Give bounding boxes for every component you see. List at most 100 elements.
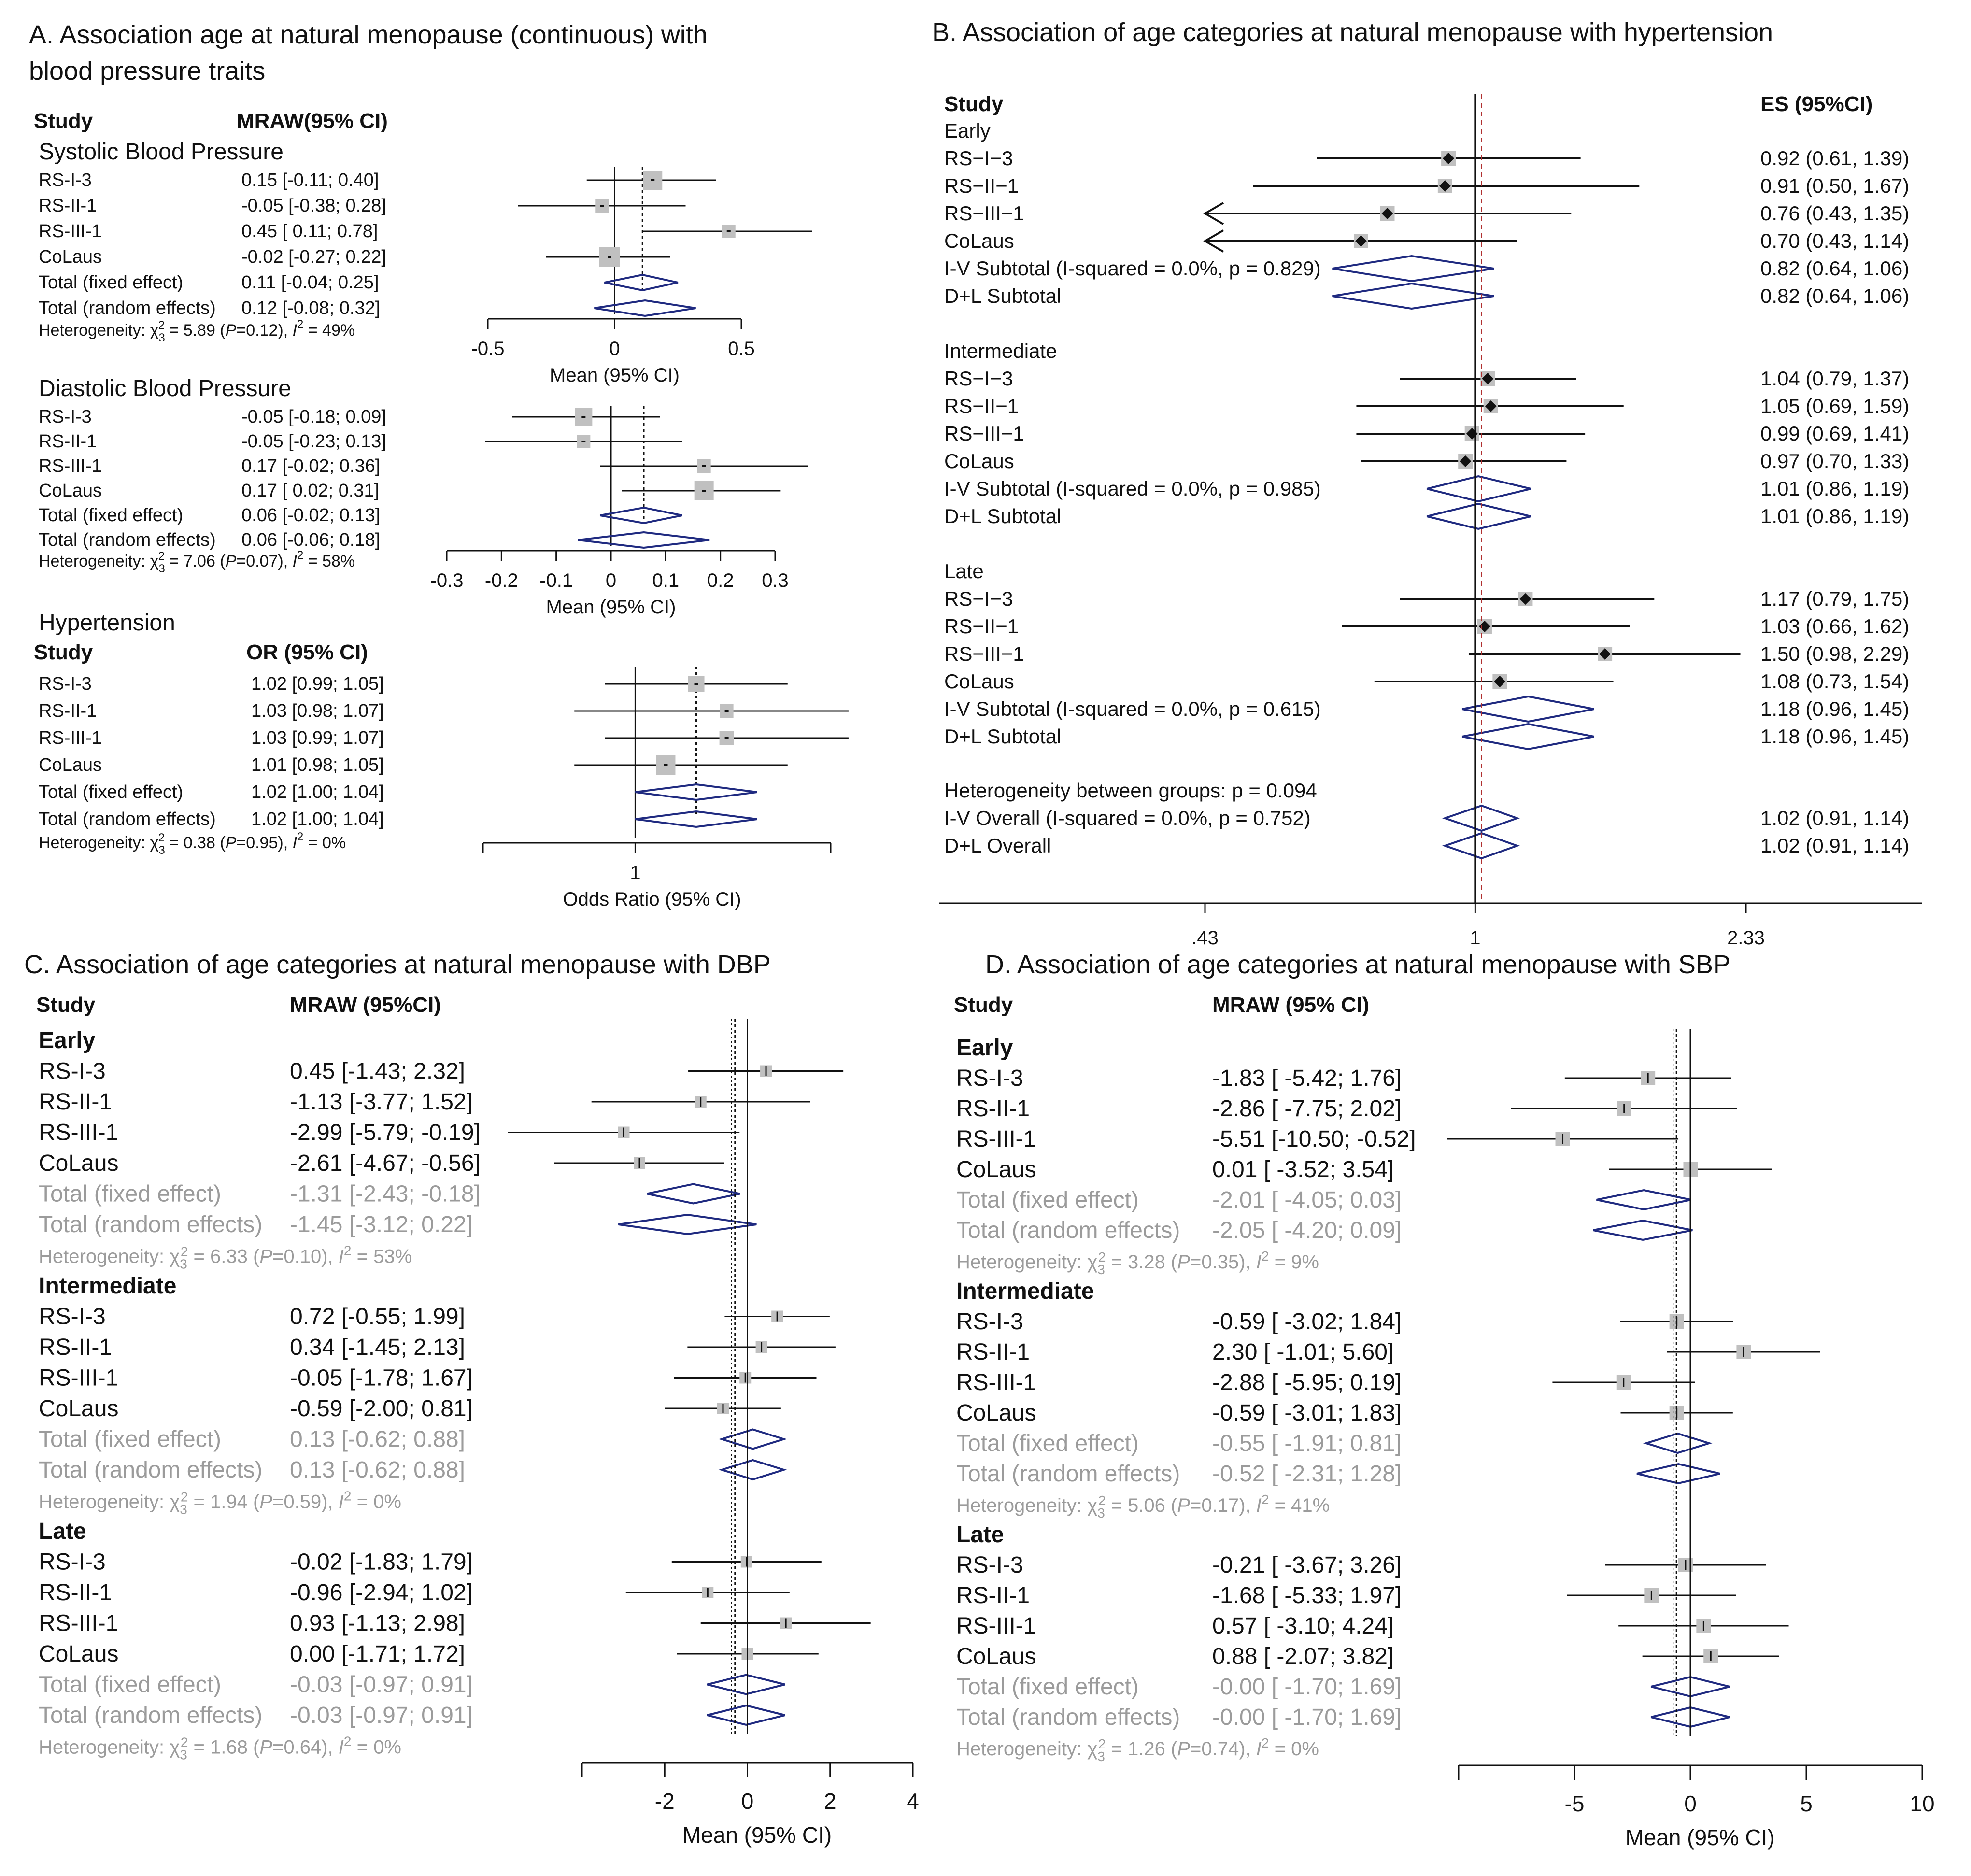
panel-a-row-label: Total (fixed effect) [39,782,183,802]
panel-d-row-label: CoLaus [956,1644,1036,1669]
het-part: 3 [1097,1506,1105,1521]
panel-b-subtotal-label: D+L Subtotal [944,725,1061,748]
het-part: = 0.38 [165,834,220,852]
x-tick-label: -0.2 [485,570,518,591]
overall-diamond [1442,804,1520,832]
panel-b-row-label: RS−III−1 [944,642,1024,665]
arrow-left [1203,202,1224,225]
panel-a-row-label: RS-I-3 [39,674,92,694]
point-mark [1494,676,1506,687]
x-tick-label: 0.5 [728,338,755,359]
panel-c-row-label: RS-I-3 [39,1304,106,1330]
pooled-diamond [618,1213,757,1236]
panel-b-subtotal-value: 1.18 (0.96, 1.45) [1760,697,1909,720]
panel-a-row-label: Total (random effects) [39,530,216,550]
het-part: I [339,1492,344,1513]
panel-b-subtotal-value: 0.82 (0.64, 1.06) [1760,257,1909,280]
panel-a-row-label: RS-II-1 [39,431,97,452]
panel-d-row-label: RS-I-3 [956,1309,1023,1335]
panel-a-heterogeneity: Heterogeneity: χ32 = 0.38 (P=0.95), I2 =… [39,830,346,857]
panel-d-row-label: RS-I-3 [956,1066,1023,1091]
panel-c-row-value: -0.96 [-2.94; 1.02] [290,1580,473,1606]
panel-b-row-value: 1.04 (0.79, 1.37) [1760,367,1909,390]
het-part: 2 [1098,1250,1106,1265]
panel-b-subtotal-value: 1.01 (0.86, 1.19) [1760,477,1909,500]
panel-b-row-value: 1.17 (0.79, 1.75) [1760,587,1909,610]
het-part: = 1.68 [188,1737,253,1758]
x-tick-label: 5 [1800,1791,1813,1816]
panel-a-row-value: 0.06 [-0.02; 0.13] [241,505,380,526]
het-part: ( [220,321,226,340]
panel-a-row-value: -0.02 [-0.27; 0.22] [241,247,386,267]
panel-a-row-value: 0.17 [ 0.02; 0.31] [241,481,379,501]
panel-c-pooled-label: Total (fixed effect) [39,1181,221,1207]
het-part: χ [170,1246,180,1267]
panel-d-pooled-value: -0.00 [ -1.70; 1.69] [1212,1674,1402,1700]
het-part: 2 [181,1490,188,1505]
panel-a-row-value: 0.45 [ 0.11; 0.78] [241,221,378,242]
panel-b-row-value: 1.50 (0.98, 2.29) [1760,642,1909,665]
point-mark [1599,648,1611,660]
panel-a-row-label: RS-II-1 [39,196,97,216]
panel-b-col-study: Study [944,92,1004,116]
panel-a-row-value: -0.05 [-0.38; 0.28] [241,196,386,216]
panel-a-row-label: RS-III-1 [39,456,102,476]
panel-c-pooled-value: -0.03 [-0.97; 0.91] [290,1672,473,1698]
point-mark [1485,400,1497,412]
panel-d-heterogeneity: Heterogeneity: χ32 = 5.06 (P=0.17), I2 =… [956,1492,1330,1521]
panel-a-row-label: Total (fixed effect) [39,505,183,526]
het-part: = 6.33 [188,1246,253,1267]
het-part: I [339,1737,344,1758]
het-part: χ [1087,1495,1097,1516]
panel-a-block-name: Hypertension [39,610,175,636]
het-part: χ [1087,1251,1097,1273]
panel-b-between-groups: Heterogeneity between groups: p = 0.094 [944,779,1317,802]
het-part: Heterogeneity: [39,1246,170,1267]
het-part: =0.74), [1190,1738,1256,1760]
het-part: 3 [180,1257,187,1272]
x-tick-label: 0 [609,338,620,359]
panel-a-row-value: -0.05 [-0.18; 0.09] [241,407,386,427]
het-part: ( [1171,1738,1177,1760]
pooled-diamond [635,810,757,828]
panel-a-title-line2: blood pressure traits [29,57,265,85]
panel-a-row-value: 1.02 [0.99; 1.05] [251,674,384,694]
panel-c-title: C. Association of age categories at natu… [24,950,771,979]
panel-a-row-label: RS-I-3 [39,407,92,427]
panel-a-heterogeneity: Heterogeneity: χ32 = 5.89 (P=0.12), I2 =… [39,318,355,344]
het-part: ( [1171,1251,1177,1273]
panel-d-group-name: Late [956,1522,1004,1548]
het-part: 3 [180,1748,187,1762]
panel-a-heterogeneity: Heterogeneity: χ32 = 7.06 (P=0.07), I2 =… [39,549,355,575]
panel-a-row-label: Total (fixed effect) [39,272,183,293]
panel-b-row-label: RS−II−1 [944,174,1019,197]
x-tick-label: 0.1 [652,570,680,591]
panel-b-overall-label: I-V Overall (I-squared = 0.0%, p = 0.752… [944,807,1311,829]
het-part: 2 [297,830,303,843]
panel-c-row-label: CoLaus [39,1151,118,1176]
panel-a-row-value: 1.02 [1.00; 1.04] [251,782,384,802]
het-part: P [1177,1738,1190,1760]
panel-b-group-name: Intermediate [944,340,1057,362]
panel-b-row-value: 1.03 (0.66, 1.62) [1760,615,1909,638]
panel-a-row-value: 0.12 [-0.08; 0.32] [241,298,380,318]
panel-c-row-label: CoLaus [39,1641,118,1667]
het-part: ( [220,552,226,570]
panel-b-subtotal-value: 0.82 (0.64, 1.06) [1760,284,1909,307]
panel-c-row-value: 0.72 [-0.55; 1.99] [290,1304,465,1330]
panel-b-row-label: RS−II−1 [944,615,1019,638]
het-part: χ [1087,1738,1097,1760]
panel-d-title: D. Association of age categories at natu… [985,950,1730,979]
panel-c-row-label: RS-II-1 [39,1580,112,1606]
het-part: = 1.26 [1106,1738,1171,1760]
het-part: χ [150,834,159,852]
panel-a-row-value: 0.06 [-0.06; 0.18] [241,530,380,550]
panel-b-subtotal-value: 1.01 (0.86, 1.19) [1760,505,1909,527]
x-tick-label: 0 [1684,1791,1697,1816]
panel-b-overall-value: 1.02 (0.91, 1.14) [1760,834,1909,857]
panel-c-row-value: 0.45 [-1.43; 2.32] [290,1059,465,1084]
panel-c-pooled-label: Total (fixed effect) [39,1672,221,1698]
panel-d-row-label: RS-III-1 [956,1370,1036,1395]
het-part: 2 [1262,1735,1269,1750]
